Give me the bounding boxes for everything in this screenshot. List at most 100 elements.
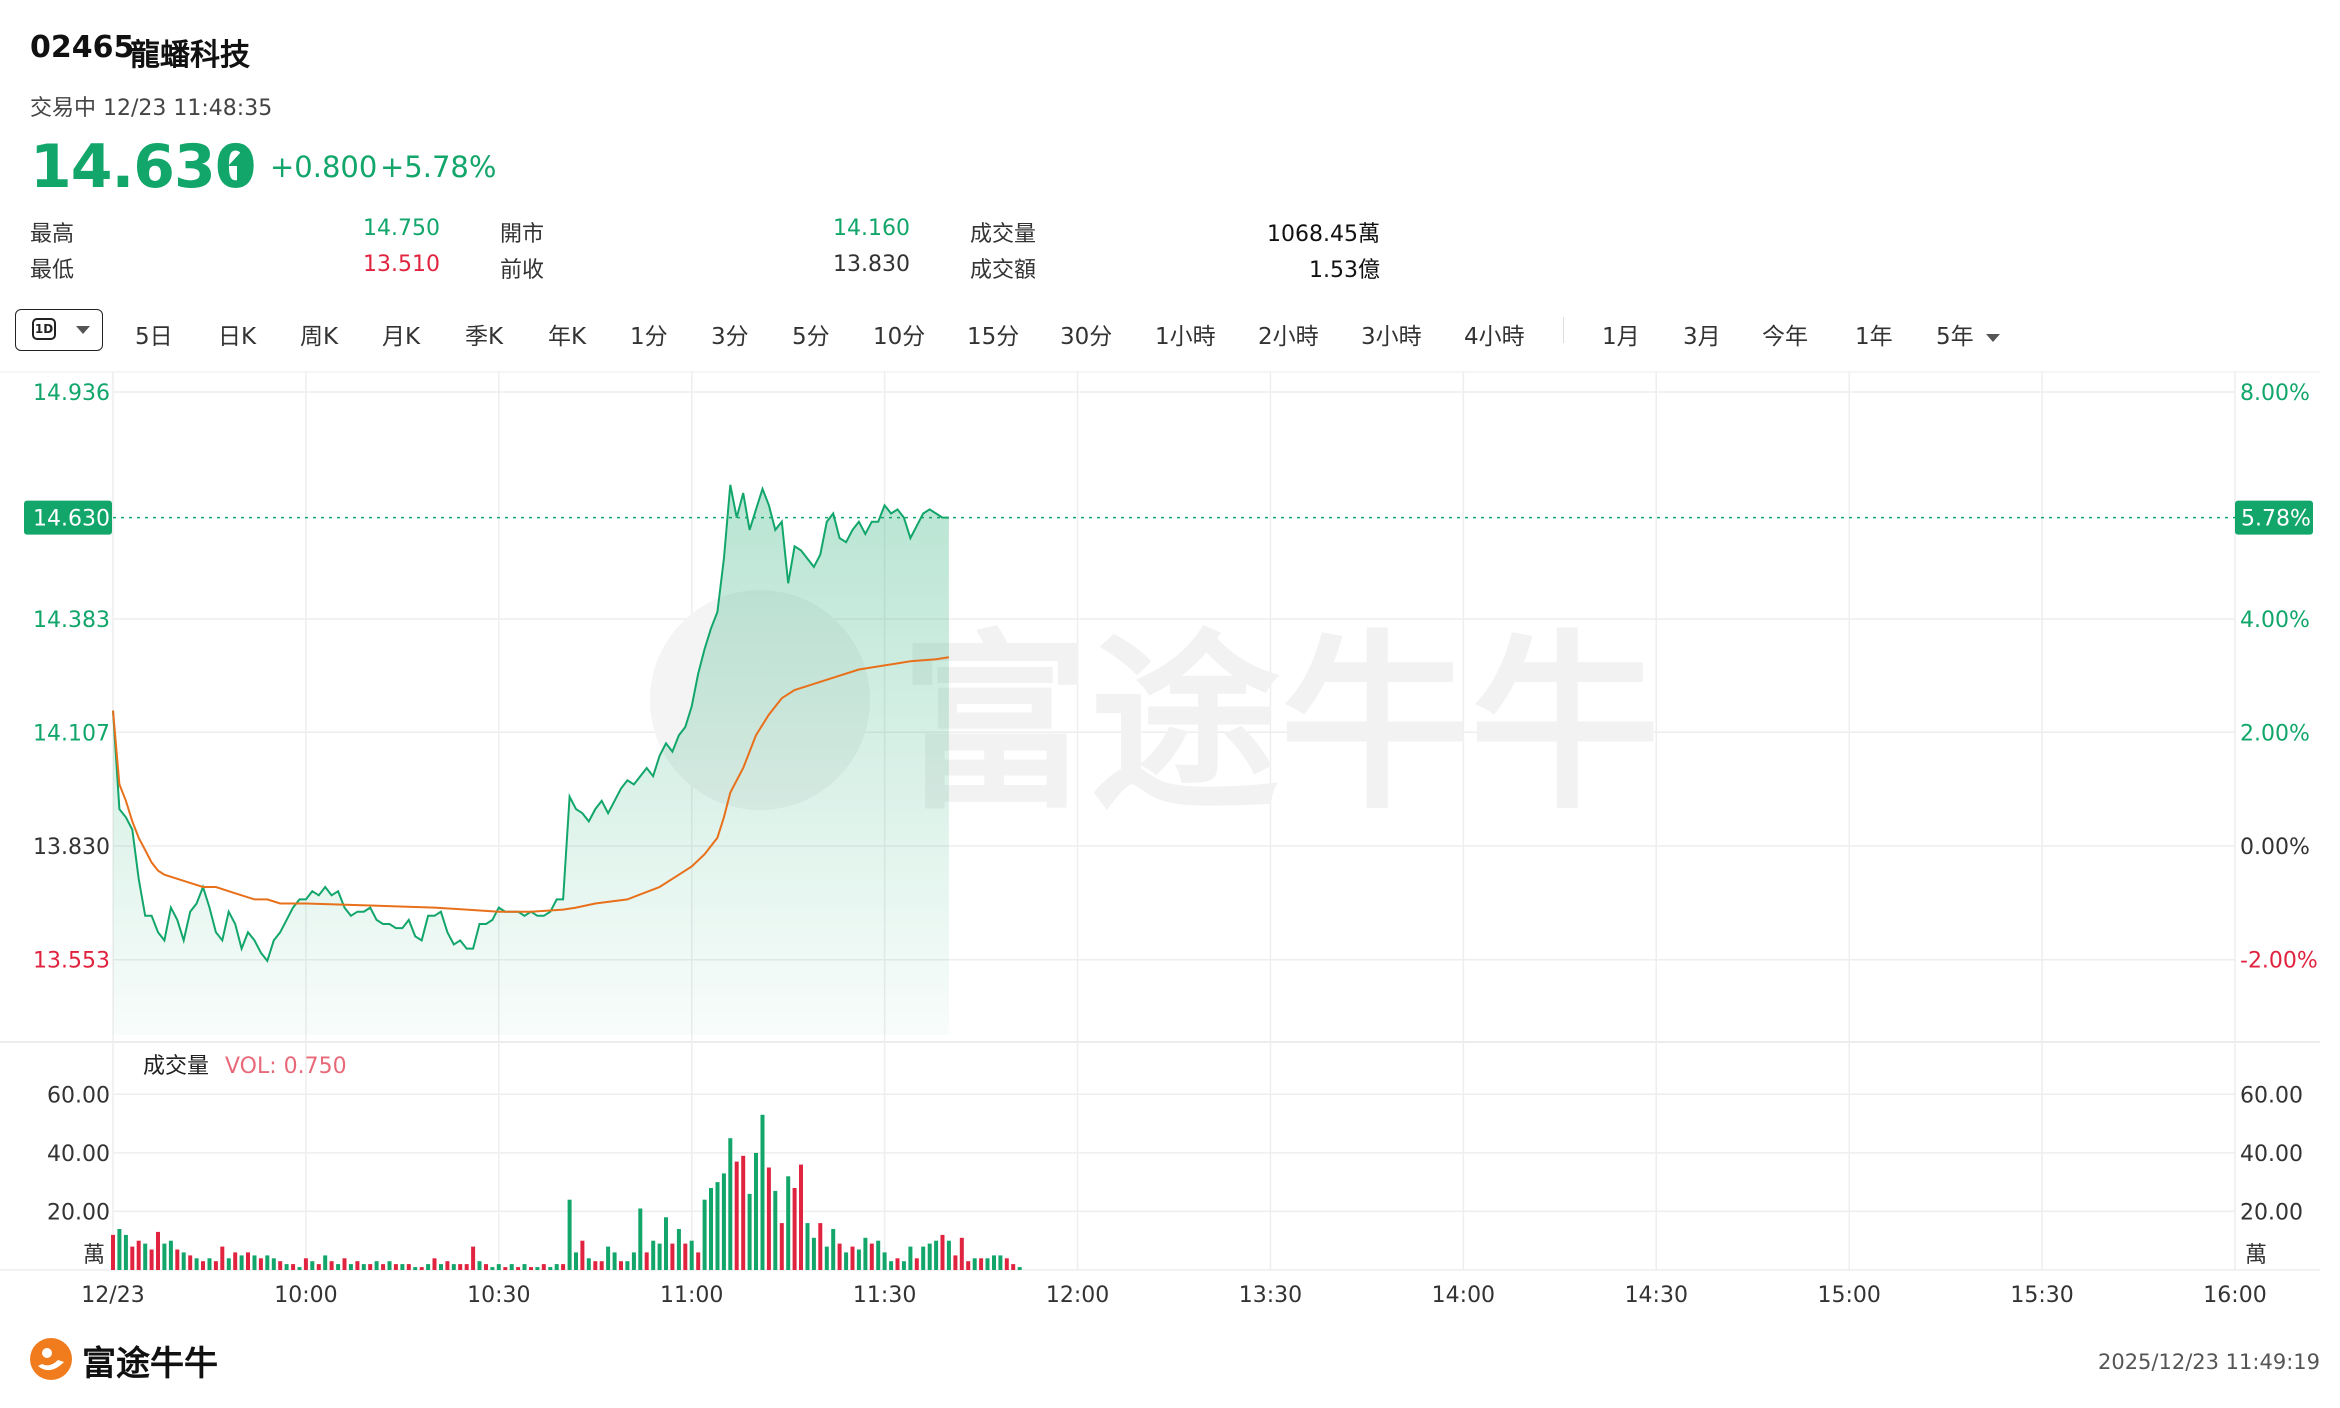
volume-bar — [998, 1255, 1003, 1270]
volume-bar — [651, 1240, 656, 1270]
volume-bar — [477, 1261, 482, 1270]
volume-bar — [509, 1264, 514, 1270]
tab-2hour[interactable]: 2小時 — [1258, 324, 1319, 350]
volume-y-tick-label-right: 20.00 — [2240, 1200, 2303, 1225]
tab-yearly-k[interactable]: 年K — [548, 324, 587, 350]
volume-bar — [439, 1264, 443, 1270]
avg-price-line — [112, 656, 950, 913]
tab-1hour[interactable]: 1小時 — [1155, 324, 1216, 350]
volume-bar — [432, 1258, 437, 1270]
volume-bar — [207, 1258, 212, 1270]
volume-bar — [644, 1252, 649, 1270]
range-ytd[interactable]: 今年 — [1762, 324, 1808, 350]
tab-10min[interactable]: 10分 — [873, 324, 926, 350]
tab-3hour[interactable]: 3小時 — [1361, 324, 1422, 350]
tab-weekly-k[interactable]: 周K — [300, 324, 339, 350]
tab-daily-k[interactable]: 日K — [218, 324, 257, 350]
volume-bar — [657, 1243, 662, 1270]
volume-bar — [168, 1240, 173, 1270]
last-price: 14.630 — [30, 132, 257, 202]
volume-bar — [676, 1229, 681, 1270]
volume-bar — [291, 1264, 296, 1270]
volume-bar — [419, 1267, 424, 1270]
x-tick-label: 12:00 — [1046, 1283, 1109, 1308]
range-3month[interactable]: 3月 — [1683, 324, 1721, 350]
volume-bar — [779, 1223, 784, 1270]
volume-bar — [464, 1264, 469, 1270]
volume-bar — [117, 1229, 122, 1270]
x-tick-label: 15:00 — [1817, 1283, 1880, 1308]
volume-bar — [201, 1261, 205, 1270]
volume-bar — [908, 1246, 913, 1270]
volume-bar — [586, 1258, 591, 1270]
volume-bar — [889, 1261, 894, 1270]
volume-bar — [818, 1223, 823, 1270]
tab-4hour[interactable]: 4小時 — [1464, 324, 1525, 350]
volume-bar — [175, 1249, 180, 1270]
volume-bar — [799, 1164, 803, 1270]
last-price-tag — [24, 500, 112, 535]
volume-bar — [1011, 1264, 1016, 1270]
range-1month[interactable]: 1月 — [1602, 324, 1640, 350]
volume-bar — [471, 1246, 476, 1270]
tab-30min[interactable]: 30分 — [1060, 324, 1113, 350]
volume-bar — [329, 1261, 334, 1270]
volume-bar — [162, 1243, 167, 1270]
volume-bar — [979, 1258, 984, 1270]
x-tick-label: 10:30 — [467, 1283, 530, 1308]
y-tick-label: 13.830 — [33, 835, 110, 860]
stat-high-value: 14.750 — [363, 216, 440, 241]
volume-bar — [683, 1243, 688, 1270]
volume-bar — [805, 1223, 810, 1270]
toolbar-divider — [1563, 317, 1564, 343]
volume-bar — [831, 1229, 836, 1270]
volume-bar — [535, 1267, 540, 1270]
volume-bar — [496, 1264, 501, 1270]
volume-bar — [111, 1234, 115, 1270]
tab-monthly-k[interactable]: 月K — [382, 324, 421, 350]
tab-5min[interactable]: 5分 — [792, 324, 830, 350]
volume-bar — [856, 1249, 861, 1270]
tab-1min[interactable]: 1分 — [630, 324, 668, 350]
volume-y-tick-label-right: 60.00 — [2240, 1083, 2303, 1108]
volume-bar — [149, 1249, 154, 1270]
period-selector[interactable]: 1D — [15, 309, 103, 351]
x-tick-label: 14:30 — [1625, 1283, 1688, 1308]
volume-bar — [316, 1264, 321, 1270]
volume-bar — [599, 1261, 604, 1270]
volume-bar — [303, 1258, 308, 1270]
snapshot-timestamp: 2025/12/23 11:49:19 — [2097, 1350, 2320, 1374]
stat-open-value: 14.160 — [833, 216, 910, 241]
volume-unit-label-right: 萬 — [2245, 1243, 2267, 1268]
period-toolbar: 1D 5日 日K 周K 月K 季K 年K 1分 3分 5分 10分 15分 30… — [0, 305, 2340, 355]
tab-5d[interactable]: 5日 — [135, 324, 173, 350]
pct-tick-label: 4.00% — [2240, 608, 2310, 633]
price-change-pct: +5.78% — [380, 150, 497, 184]
pct-tick-label: 8.00% — [2240, 381, 2310, 406]
volume-bar — [863, 1237, 868, 1270]
tab-quarterly-k[interactable]: 季K — [465, 324, 504, 350]
last-price-tag-text: 14.630 — [33, 507, 110, 532]
x-tick-label: 12/23 — [81, 1283, 144, 1308]
volume-bar — [355, 1261, 360, 1270]
volume-bar — [1004, 1258, 1009, 1270]
range-1year[interactable]: 1年 — [1855, 324, 1893, 350]
volume-bar — [934, 1240, 939, 1270]
volume-bar — [136, 1240, 141, 1270]
volume-bar — [284, 1264, 289, 1270]
volume-bar — [233, 1252, 238, 1270]
trading-status: 交易中 12/23 11:48:35 — [30, 96, 273, 121]
volume-bar — [239, 1255, 244, 1270]
x-tick-label: 11:00 — [660, 1283, 723, 1308]
volume-bar — [143, 1243, 148, 1270]
last-pct-tag-text: 5.78% — [2241, 507, 2311, 532]
pct-tick-label: -2.00% — [2240, 949, 2318, 974]
range-5year-dropdown[interactable]: 5年 — [1936, 317, 2000, 351]
volume-bar — [869, 1243, 874, 1270]
tab-15min[interactable]: 15分 — [967, 324, 1020, 350]
volume-bar — [220, 1246, 225, 1270]
tab-3min[interactable]: 3分 — [711, 324, 749, 350]
volume-bar — [458, 1264, 463, 1270]
volume-bar — [1017, 1267, 1022, 1270]
